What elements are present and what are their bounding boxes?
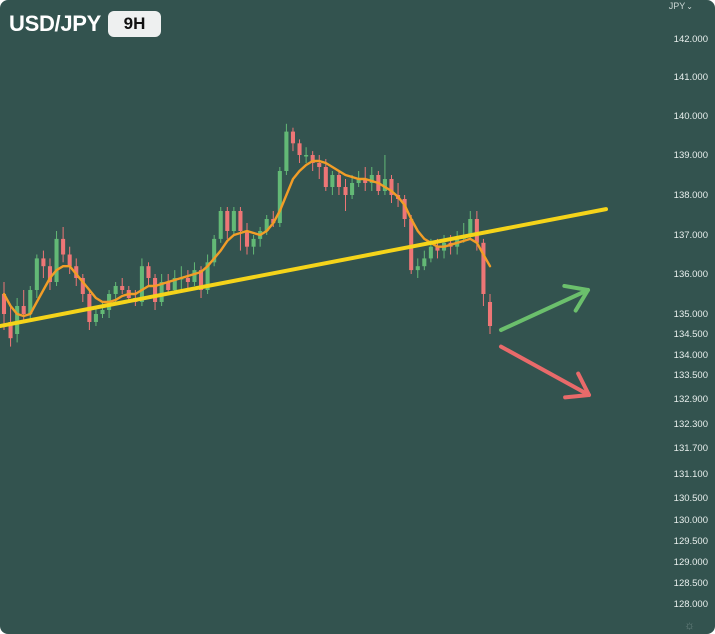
y-tick-label: 139.000 [674,150,708,161]
candle-body [74,266,79,278]
candle-body [225,211,230,231]
candle-body [336,175,341,187]
candle-body [159,282,164,302]
candle-body [422,258,427,267]
candle-body [428,246,433,259]
candle-body [80,278,85,294]
y-tick-label: 132.300 [674,419,708,430]
candle-body [93,314,98,322]
candle-body [67,254,72,267]
y-tick-label: 133.500 [674,370,708,381]
candle-body [1,294,7,314]
candle-body [409,219,414,271]
gear-icon[interactable]: ☼ [684,618,695,632]
y-tick-label: 134.000 [674,350,708,361]
candle-body [244,231,250,247]
y-tick-label: 129.000 [674,557,708,568]
candle-body [231,211,236,231]
candle-body [343,187,348,195]
candle-body [15,306,20,334]
candle-body [185,278,190,282]
chevron-down-icon: ⌄ [686,2,693,11]
candle-body [251,238,256,247]
candle-body [369,175,374,183]
y-tick-label: 135.000 [674,309,708,320]
y-tick-label: 141.000 [674,72,708,83]
candle-body [277,171,282,223]
candle-body [172,278,177,290]
candle-body [323,167,328,187]
y-tick-label: 129.500 [674,536,708,547]
currency-label: JPY [668,1,686,11]
candle-body [28,290,33,314]
candle-body [284,131,289,171]
y-tick-label: 130.000 [674,515,708,526]
candle-body [153,278,158,302]
candle-body [389,179,394,195]
candle-body [363,179,368,183]
candle-body [264,219,269,231]
y-tick-label: 128.500 [674,578,708,589]
y-tick-label: 142.000 [674,34,708,45]
currency-selector[interactable]: JPY⌄ [669,1,693,11]
y-tick-label: 132.900 [674,394,708,405]
candle-body [41,258,46,267]
support-trendline [0,207,608,328]
pair-title: USD/JPY [9,11,102,36]
candle-body [474,219,479,243]
y-tick-label: 136.000 [674,269,708,280]
candle-body [139,266,144,302]
candle-body [290,131,296,144]
candle-body [317,163,322,167]
candle-body [435,246,440,251]
candle-body [350,183,355,195]
timeframe-badge[interactable]: 9H [108,11,161,37]
candle-body [120,286,125,290]
candle-body [487,302,493,326]
candle-body [415,266,420,271]
candle-body [166,282,171,290]
candle-body [192,270,197,282]
candle-body [212,238,217,263]
y-tick-label: 140.000 [674,111,708,122]
y-tick-label: 137.000 [674,230,708,241]
candle-body [481,242,486,294]
candle-body [54,238,59,282]
y-tick-label: 131.100 [674,469,708,480]
candle-body [198,270,204,290]
candle-body [47,266,53,282]
moving-average-line [2,159,492,318]
candle-body [21,306,26,314]
candle-body [100,310,105,314]
candle-body [8,322,13,339]
candle-body [356,179,361,183]
candle-body [205,262,210,290]
candle-body [218,211,223,239]
arrow-up-head [562,283,590,313]
candle-body [402,199,407,219]
y-tick-label: 134.500 [674,329,708,340]
candle-body [304,155,309,157]
arrow-down-shaft [499,344,591,397]
candle-body [468,219,473,235]
y-tick-label: 138.000 [674,190,708,201]
y-tick-label: 128.000 [674,599,708,610]
candle-body [146,266,151,278]
arrow-down-head [563,371,591,400]
candle-body [61,238,66,255]
candle-body [310,155,315,163]
y-tick-label: 130.500 [674,493,708,504]
candle-body [297,143,302,155]
y-tick-label: 131.700 [674,443,708,454]
candle-body [330,175,335,187]
candle-body [34,258,39,290]
candle-body [382,179,387,191]
candle-body [113,286,118,294]
candle-body [238,211,243,231]
arrow-up-shaft [499,288,590,332]
